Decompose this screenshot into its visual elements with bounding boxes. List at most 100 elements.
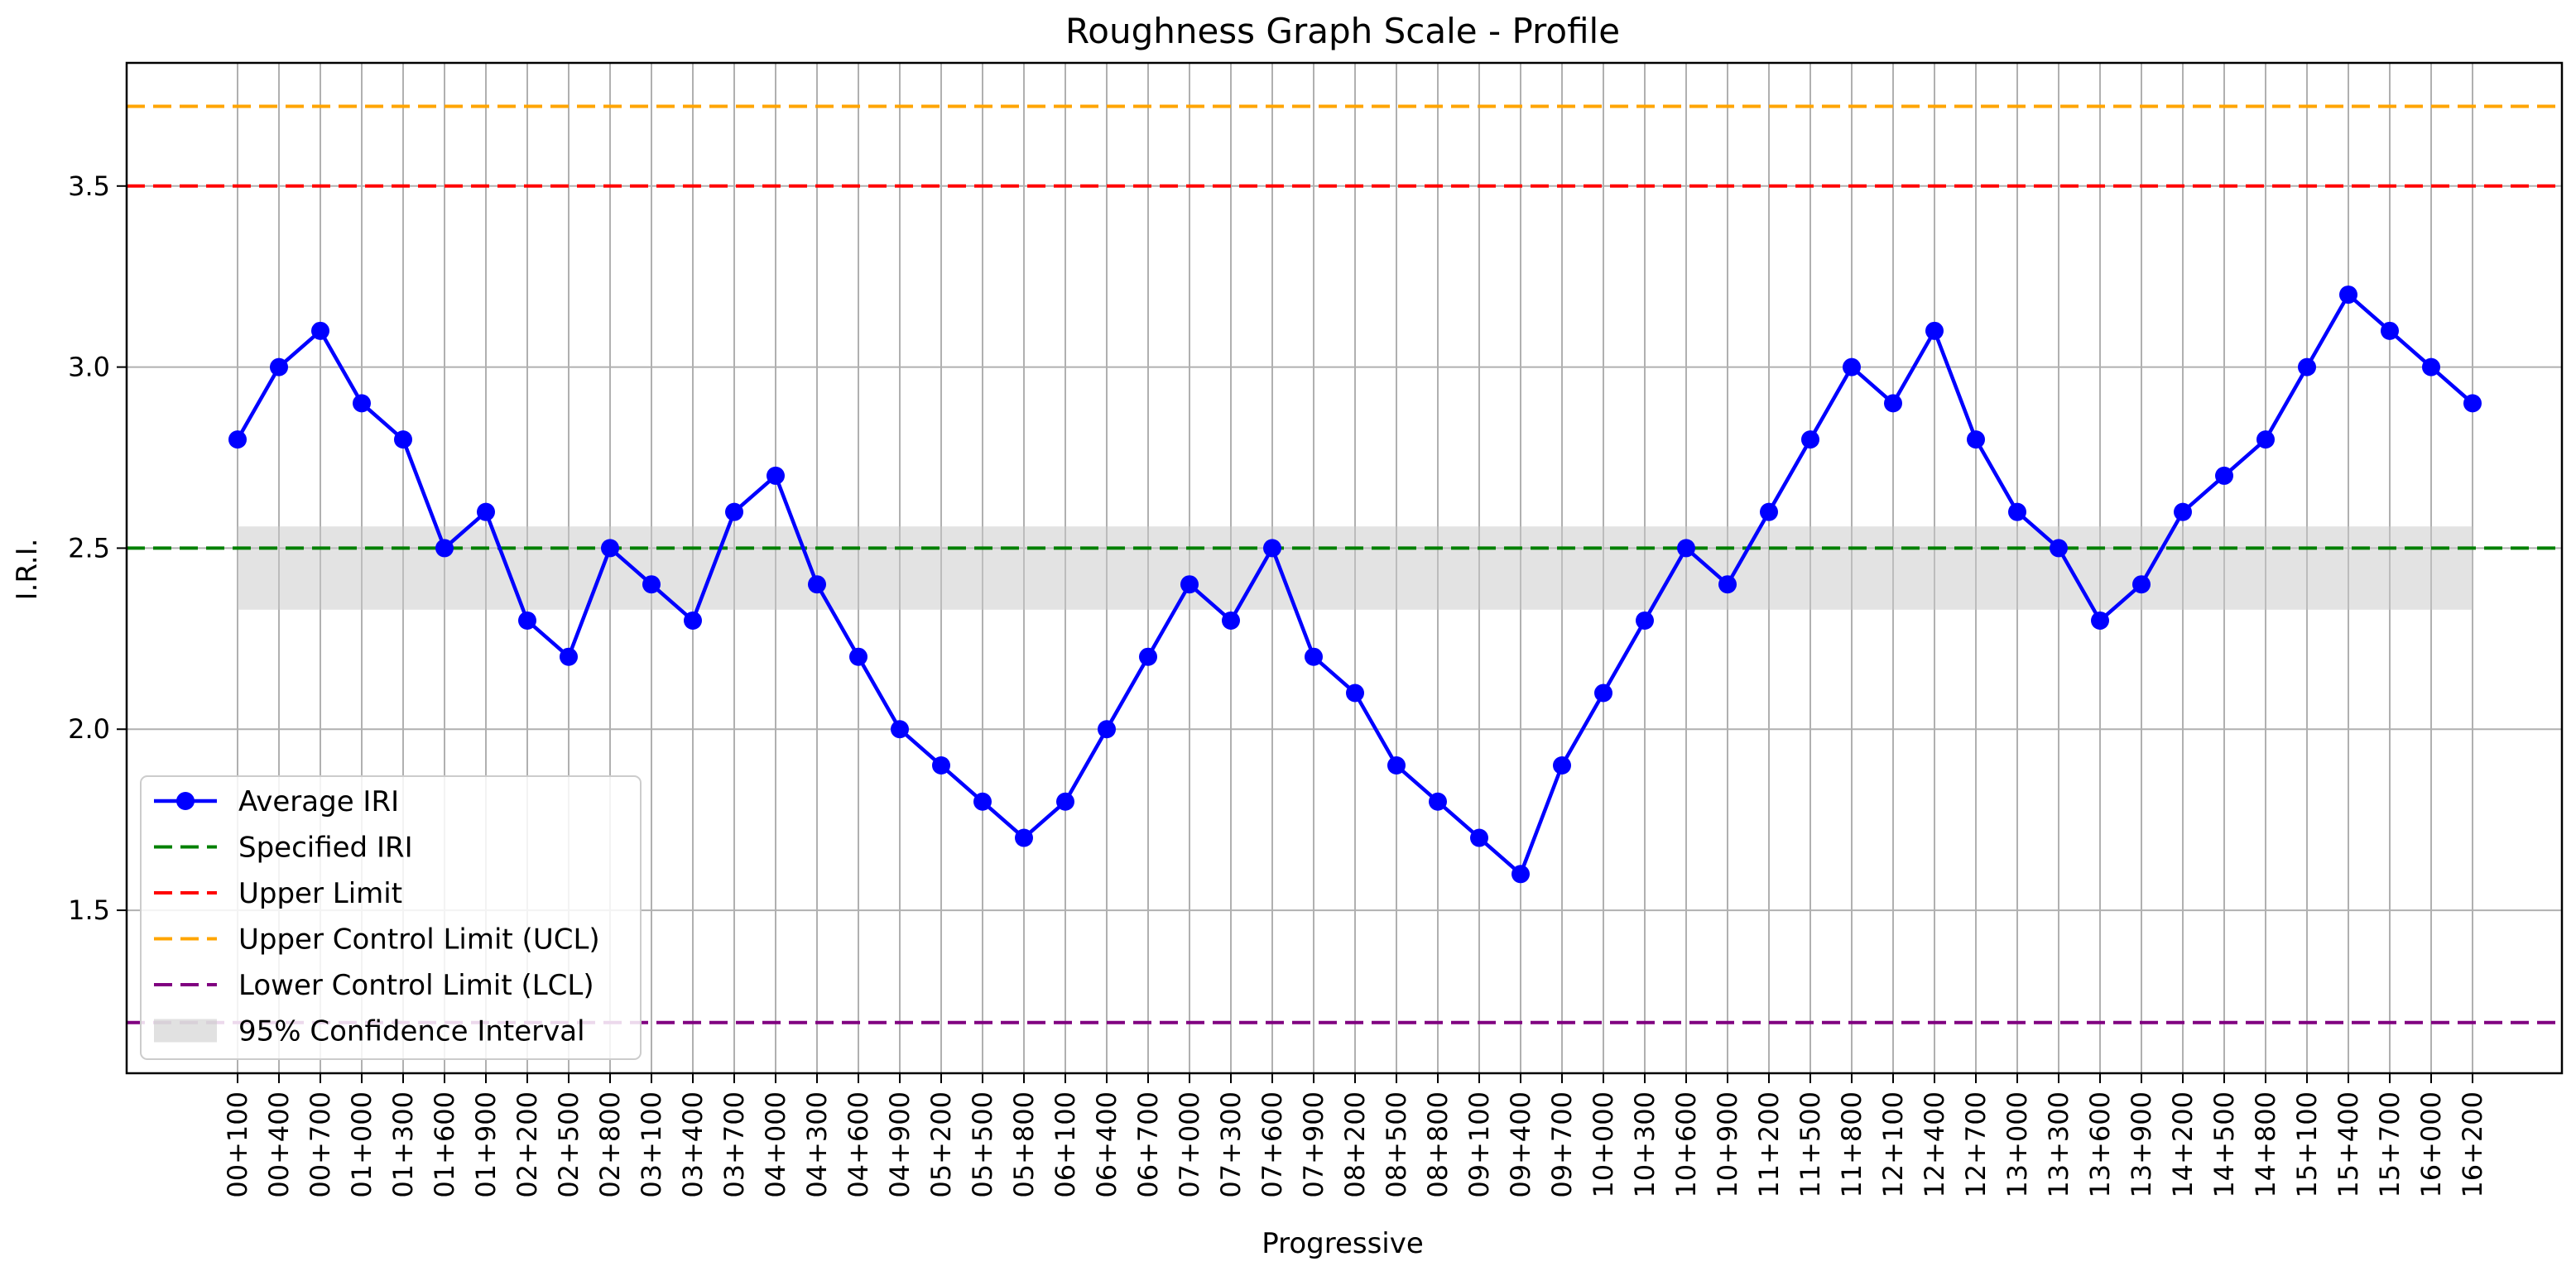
x-tick-label: 01+900 bbox=[470, 1091, 502, 1198]
x-tick-label: 04+000 bbox=[760, 1091, 791, 1198]
x-tick-label: 11+200 bbox=[1753, 1091, 1785, 1198]
x-tick-label: 07+900 bbox=[1298, 1091, 1329, 1198]
x-tick-label: 04+600 bbox=[843, 1091, 874, 1198]
x-tick-label: 10+300 bbox=[1629, 1091, 1660, 1198]
y-tick-label: 3.0 bbox=[68, 352, 110, 383]
x-tick-label: 02+800 bbox=[594, 1091, 626, 1198]
data-point bbox=[477, 502, 495, 521]
x-tick-label: 02+500 bbox=[553, 1091, 584, 1198]
x-tick-label: 03+100 bbox=[636, 1091, 667, 1198]
x-tick-label: 00+700 bbox=[305, 1091, 336, 1198]
data-point bbox=[1760, 502, 1778, 521]
x-tick-label: 11+800 bbox=[1836, 1091, 1867, 1198]
data-point bbox=[518, 611, 536, 630]
x-tick-label: 13+900 bbox=[2126, 1091, 2157, 1198]
data-point bbox=[642, 575, 661, 594]
data-point bbox=[2422, 357, 2440, 377]
data-point bbox=[1677, 539, 1695, 558]
y-tick-label: 2.0 bbox=[68, 713, 110, 745]
data-point bbox=[2463, 394, 2482, 413]
x-tick-label: 06+700 bbox=[1132, 1091, 1164, 1198]
x-tick-label: 14+200 bbox=[2167, 1091, 2199, 1198]
chart-title: Roughness Graph Scale - Profile bbox=[1065, 11, 1620, 51]
x-tick-label: 15+400 bbox=[2333, 1091, 2364, 1198]
data-point bbox=[973, 792, 992, 811]
x-tick-label: 12+100 bbox=[1877, 1091, 1909, 1198]
data-point bbox=[2256, 430, 2275, 449]
data-point bbox=[1801, 430, 1819, 449]
data-point bbox=[1718, 575, 1737, 594]
data-point bbox=[2174, 502, 2192, 521]
data-point bbox=[1636, 611, 1654, 630]
data-point bbox=[1098, 720, 1116, 739]
data-point bbox=[767, 466, 785, 485]
data-point bbox=[2381, 321, 2399, 340]
x-tick-label: 01+600 bbox=[429, 1091, 460, 1198]
data-point bbox=[1305, 647, 1323, 666]
data-point bbox=[1180, 575, 1199, 594]
legend-label: Lower Control Limit (LCL) bbox=[238, 969, 594, 1002]
data-point bbox=[725, 502, 743, 521]
data-point bbox=[394, 430, 412, 449]
data-point bbox=[1015, 828, 1033, 847]
x-axis-label: Progressive bbox=[1262, 1227, 1424, 1260]
data-point bbox=[849, 647, 867, 666]
legend-box bbox=[140, 775, 642, 1060]
data-point bbox=[1967, 430, 1985, 449]
data-point bbox=[1139, 647, 1157, 666]
data-point bbox=[1222, 611, 1240, 630]
x-tick-label: 07+600 bbox=[1257, 1091, 1288, 1198]
x-tick-label: 10+000 bbox=[1588, 1091, 1619, 1198]
x-tick-label: 09+700 bbox=[1546, 1091, 1578, 1198]
x-tick-label: 05+500 bbox=[967, 1091, 998, 1198]
x-tick-label: 16+000 bbox=[2415, 1091, 2447, 1198]
x-tick-label: 09+400 bbox=[1505, 1091, 1536, 1198]
x-tick-label: 04+300 bbox=[801, 1091, 833, 1198]
data-point bbox=[435, 539, 454, 558]
legend-label: Upper Limit bbox=[238, 877, 402, 910]
data-point bbox=[2215, 466, 2233, 485]
data-point bbox=[684, 611, 702, 630]
x-tick-label: 03+400 bbox=[677, 1091, 709, 1198]
data-point bbox=[1387, 756, 1406, 775]
data-point bbox=[228, 430, 247, 449]
x-tick-label: 15+700 bbox=[2374, 1091, 2405, 1198]
data-point bbox=[601, 539, 619, 558]
legend-label: Average IRI bbox=[238, 785, 399, 818]
x-tick-label: 13+300 bbox=[2043, 1091, 2074, 1198]
x-tick-label: 03+700 bbox=[718, 1091, 750, 1198]
data-point bbox=[2091, 611, 2109, 630]
x-tick-label: 00+100 bbox=[222, 1091, 253, 1198]
x-tick-label: 07+300 bbox=[1215, 1091, 1247, 1198]
x-tick-label: 08+800 bbox=[1422, 1091, 1454, 1198]
data-point bbox=[311, 321, 329, 340]
data-point bbox=[1470, 828, 1488, 847]
x-tick-label: 12+700 bbox=[1960, 1091, 1992, 1198]
x-tick-label: 13+600 bbox=[2084, 1091, 2116, 1198]
confidence-interval-band bbox=[238, 526, 2473, 610]
data-point bbox=[1429, 792, 1447, 811]
x-tick-label: 01+000 bbox=[346, 1091, 377, 1198]
data-point bbox=[808, 575, 826, 594]
x-tick-label: 00+400 bbox=[263, 1091, 295, 1198]
legend-label: Specified IRI bbox=[238, 832, 413, 865]
x-tick-label: 07+000 bbox=[1174, 1091, 1205, 1198]
x-tick-label: 13+000 bbox=[2002, 1091, 2033, 1198]
data-point bbox=[353, 394, 371, 413]
data-point bbox=[1056, 792, 1074, 811]
x-tick-label: 06+100 bbox=[1050, 1091, 1081, 1198]
x-tick-label: 09+100 bbox=[1463, 1091, 1495, 1198]
data-point bbox=[932, 756, 950, 775]
x-tick-label: 06+400 bbox=[1091, 1091, 1122, 1198]
data-point bbox=[1594, 683, 1612, 703]
data-point bbox=[2008, 502, 2026, 521]
data-point bbox=[270, 357, 288, 377]
x-tick-label: 01+300 bbox=[387, 1091, 419, 1198]
x-tick-label: 14+500 bbox=[2208, 1091, 2240, 1198]
x-tick-label: 08+200 bbox=[1339, 1091, 1371, 1198]
x-tick-label: 15+100 bbox=[2291, 1091, 2323, 1198]
x-tick-label: 12+400 bbox=[1919, 1091, 1950, 1198]
x-tick-label: 02+200 bbox=[512, 1091, 543, 1198]
data-point bbox=[1843, 357, 1861, 377]
